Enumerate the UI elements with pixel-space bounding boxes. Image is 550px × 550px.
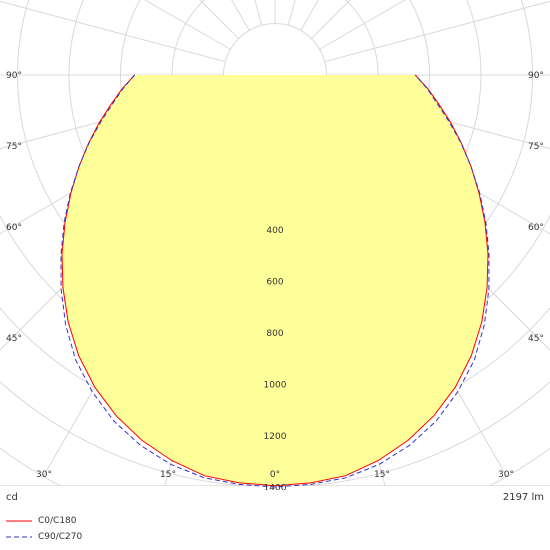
angle-label-right: 90° xyxy=(528,71,544,81)
series-curves xyxy=(60,74,490,488)
angle-label-bottom: 30° xyxy=(498,470,514,480)
angle-label-bottom: 30° xyxy=(36,470,52,480)
grid-spoke xyxy=(319,0,406,50)
series-curve-c90-c270 xyxy=(60,74,490,488)
legend-label: C0/C180 xyxy=(38,516,77,526)
light-distribution-fill xyxy=(62,75,488,486)
legend-line-solid xyxy=(6,520,32,522)
grid-spoke xyxy=(287,0,296,26)
legend-line-dashed xyxy=(6,536,32,538)
radial-tick-label: 1400 xyxy=(264,484,287,491)
legend-label: C90/C270 xyxy=(38,532,83,542)
angle-label-bottom: 15° xyxy=(374,470,390,480)
angle-label-left: 90° xyxy=(6,71,22,81)
luminous-flux-label: 2197 lm xyxy=(502,492,544,503)
radial-tick-labels: 400 600 800 1000 1200 1400 xyxy=(264,226,287,490)
series-curve-c0-c180 xyxy=(61,74,489,487)
grid-spoke xyxy=(144,0,231,50)
angle-label-bottom: 0° xyxy=(270,470,280,480)
radial-tick-label: 1000 xyxy=(264,381,287,391)
angle-label-left: 60° xyxy=(6,223,22,233)
polar-intensity-chart: 400 600 800 1000 1200 1400 90° 75° 60° 45° 90° 75°… xyxy=(0,0,550,490)
grid-spoke xyxy=(324,0,550,63)
angle-labels: 90° 75° 60° 45° 90° 75° 60° 45° 30° 15° 0° 15° 30° xyxy=(6,71,544,480)
grid-spoke xyxy=(300,0,319,31)
radial-tick-label: 1200 xyxy=(264,432,287,442)
unit-label: cd xyxy=(6,492,18,503)
angle-label-bottom: 15° xyxy=(160,470,176,480)
grid-spoke xyxy=(231,0,250,31)
grid-spoke xyxy=(0,0,226,63)
angle-label-right: 45° xyxy=(528,334,544,344)
legend-item-c0-c180: C0/C180 xyxy=(6,516,77,526)
angle-label-left: 45° xyxy=(6,334,22,344)
intensity-fill-area xyxy=(62,75,488,486)
angle-label-right: 75° xyxy=(528,142,544,152)
radial-tick-label: 800 xyxy=(266,329,283,339)
angle-label-left: 75° xyxy=(6,142,22,152)
grid-spoke xyxy=(254,0,263,26)
radial-tick-label: 600 xyxy=(266,278,283,288)
legend-item-c90-c270: C90/C270 xyxy=(6,532,82,542)
radial-tick-label: 400 xyxy=(266,226,283,236)
angle-label-right: 60° xyxy=(528,223,544,233)
